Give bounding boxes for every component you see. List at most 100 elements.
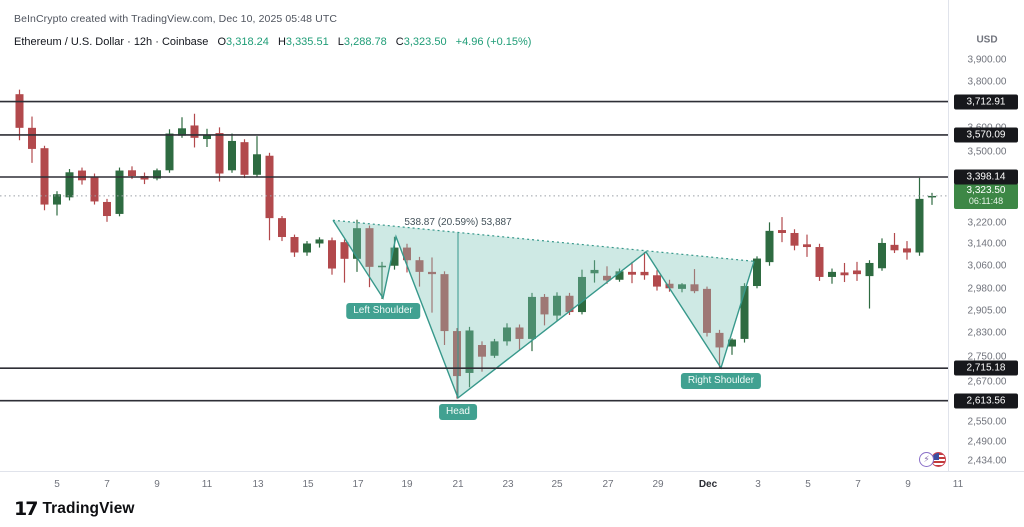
price-tick-label: 2,434.00 [967, 455, 1007, 467]
candle-down [15, 94, 24, 128]
current-price-value: 3,323.50 [966, 184, 1006, 196]
price-tick-label: 2,550.00 [967, 416, 1007, 428]
candle-up [203, 134, 211, 140]
candle-up [590, 269, 599, 274]
time-tick-label: 29 [652, 479, 664, 490]
pair-icons: ⚡ [919, 452, 946, 467]
candle-up [353, 228, 361, 259]
close-label: C [395, 36, 404, 48]
bar-countdown: 06:11:48 [968, 195, 1004, 206]
price-axis[interactable]: USD 3,323.50 06:11:48 3,900.00 3,800.00 3,… [948, 0, 1024, 471]
candlestick-chart[interactable] [0, 0, 948, 471]
change-value: +4.96 (+0.15%) [455, 36, 532, 48]
candle-down [365, 228, 374, 267]
candle-down [853, 270, 861, 275]
candle-down [103, 201, 111, 217]
candle-up [315, 239, 324, 244]
price-tick-label: 3,060.00 [967, 260, 1007, 272]
candle-down [265, 155, 274, 219]
candle-up [165, 133, 174, 171]
price-tick-label: 2,830.00 [967, 327, 1007, 339]
candle-up [753, 258, 761, 287]
candle-up [528, 296, 536, 339]
eth-coin-icon: ⚡ [919, 452, 934, 467]
candle-up [578, 276, 586, 313]
price-tick-label: 3,140.00 [967, 238, 1007, 250]
head-label[interactable]: Head [439, 403, 477, 420]
chart-pane[interactable]: 538.87 (20.59%) 53,887 Left Shoulder Hea… [0, 0, 948, 471]
price-tick-label: 3,220.00 [967, 217, 1007, 229]
time-tick-label: 9 [905, 479, 911, 490]
candle-up [178, 128, 186, 136]
time-tick-label: 17 [352, 479, 364, 490]
tradingview-logo: 17 TradingView [14, 498, 135, 520]
candle-down [415, 260, 424, 272]
time-tick-label: 7 [855, 479, 861, 490]
candle-down [803, 244, 811, 248]
candle-down [778, 230, 786, 233]
price-tick-label: 2,670.00 [967, 376, 1007, 388]
candle-down [28, 127, 36, 149]
price-axis-unit: USD [976, 34, 998, 46]
candle-down [903, 248, 911, 253]
right-shoulder-label[interactable]: Right Shoulder [680, 372, 762, 389]
candle-up [490, 341, 499, 356]
candle-down [453, 331, 461, 377]
time-tick-label: 23 [502, 479, 514, 490]
candle-up [928, 195, 936, 198]
candle-up [228, 140, 236, 171]
candle-up [678, 284, 686, 289]
candle-down [665, 283, 674, 289]
candle-down [90, 176, 99, 202]
time-tick-label: 3 [755, 479, 761, 490]
candle-down [515, 327, 524, 339]
time-tick-label: 11 [952, 479, 964, 490]
candle-up [390, 247, 399, 266]
candle-down [190, 125, 199, 138]
candle-down [478, 345, 486, 357]
candle-up [253, 154, 261, 175]
candle-down [790, 232, 799, 246]
left-shoulder-label[interactable]: Left Shoulder [346, 303, 420, 320]
candle-up [503, 327, 511, 342]
time-tick-label: 5 [54, 479, 60, 490]
open-value: 3,318.24 [226, 36, 269, 48]
candle-down [840, 272, 849, 276]
high-value: 3,335.51 [285, 36, 329, 48]
price-level-badge: 2,613.56 [954, 393, 1018, 409]
candle-down [290, 237, 299, 253]
candle-up [53, 194, 61, 205]
time-tick-label: 7 [104, 479, 110, 490]
candle-up [465, 330, 474, 373]
high-label: H [277, 36, 286, 48]
price-tick-label: 3,800.00 [967, 76, 1007, 88]
candle-down [715, 332, 724, 348]
candle-up [65, 172, 74, 198]
price-tick-label: 3,900.00 [967, 54, 1007, 66]
candle-down [640, 271, 649, 276]
candle-down [703, 288, 711, 333]
time-tick-label: 11 [201, 479, 213, 490]
candle-up [115, 170, 124, 214]
time-tick-label: 21 [452, 479, 464, 490]
tradingview-logo-text: TradingView [42, 500, 135, 517]
close-value: 3,323.50 [403, 36, 447, 48]
time-tick-label: Dec [698, 479, 718, 490]
candle-down [278, 218, 286, 238]
time-tick-label: 9 [154, 479, 160, 490]
symbol-title: Ethereum / U.S. Dollar · 12h · Coinbase [14, 36, 209, 48]
time-tick-label: 15 [302, 479, 314, 490]
candle-down [128, 170, 136, 177]
price-tick-label: 2,490.00 [967, 436, 1007, 448]
price-tick-label: 3,500.00 [967, 146, 1007, 158]
price-tick-label: 2,750.00 [967, 351, 1007, 363]
candle-down [565, 295, 574, 313]
price-level-badge: 3,570.09 [954, 127, 1018, 143]
time-axis[interactable]: 5 7 9 11 13 15 17 19 21 23 25 27 29 Dec 3 5 7 9 11 [0, 471, 1024, 498]
current-price-badge: 3,323.50 06:11:48 [954, 182, 1018, 209]
candle-up [865, 262, 874, 277]
price-tick-label: 2,905.00 [967, 305, 1007, 317]
candle-down [653, 275, 661, 287]
symbol-header[interactable]: Ethereum / U.S. Dollar · 12h · Coinbase … [14, 36, 531, 48]
